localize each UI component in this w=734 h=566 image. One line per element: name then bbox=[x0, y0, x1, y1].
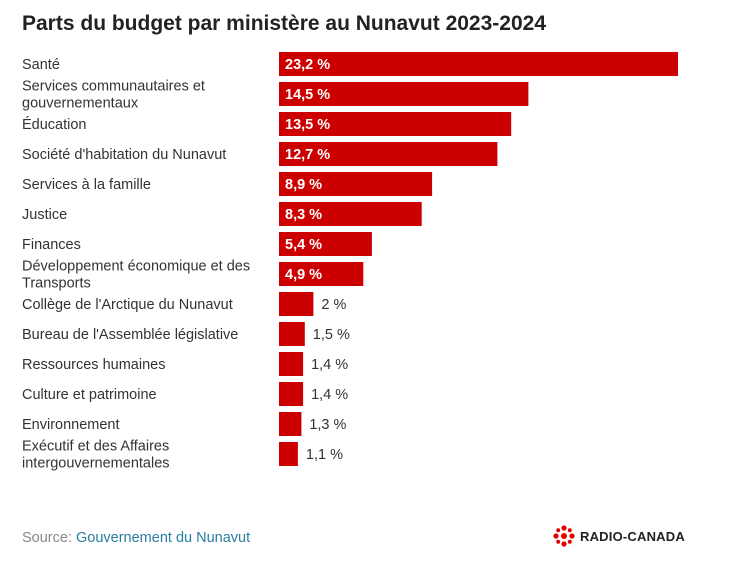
source-note: Source: Gouvernement du Nunavut bbox=[22, 530, 250, 546]
radio-canada-gem-icon bbox=[553, 525, 575, 547]
bar-11 bbox=[279, 382, 304, 406]
bar-2 bbox=[279, 112, 512, 136]
chart-title: Parts du budget par ministère au Nunavut… bbox=[22, 12, 546, 35]
bar-10 bbox=[279, 352, 304, 376]
category-label-9: Bureau de l'Assemblée législative bbox=[22, 327, 238, 343]
category-label-13-line-0: Exécutif et des Affaires bbox=[22, 439, 169, 455]
category-label-11: Culture et patrimoine bbox=[22, 387, 157, 403]
bar-1 bbox=[279, 82, 529, 106]
category-label-1-line-1: gouvernementaux bbox=[22, 96, 139, 112]
category-label-10: Ressources humaines bbox=[22, 357, 165, 373]
category-label-2: Éducation bbox=[22, 116, 87, 133]
logo-gem-part-7 bbox=[556, 539, 561, 544]
value-label-4: 8,9 % bbox=[285, 177, 322, 193]
category-label-8: Collège de l'Arctique du Nunavut bbox=[22, 297, 233, 313]
logo-text: RADIO-CANADA bbox=[580, 528, 685, 544]
bar-7 bbox=[279, 262, 364, 286]
logo-gem-part-0 bbox=[561, 533, 567, 539]
bar-4 bbox=[279, 172, 433, 196]
value-label-2: 13,5 % bbox=[285, 117, 330, 133]
value-label-9: 1,5 % bbox=[313, 327, 350, 343]
bar-9 bbox=[279, 322, 305, 346]
value-label-5: 8,3 % bbox=[285, 207, 322, 223]
logo-gem-part-2 bbox=[561, 541, 567, 547]
category-label-7-line-1: Transports bbox=[22, 276, 91, 292]
value-label-6: 5,4 % bbox=[285, 237, 322, 253]
value-label-10: 1,4 % bbox=[311, 357, 348, 373]
category-label-4: Services à la famille bbox=[22, 177, 151, 193]
logo-gem-part-5 bbox=[556, 528, 561, 533]
source-prefix: Source: bbox=[22, 530, 76, 546]
logo-gem-part-4 bbox=[569, 533, 575, 539]
bar-3 bbox=[279, 142, 498, 166]
category-label-3: Société d'habitation du Nunavut bbox=[22, 147, 226, 163]
logo-gem-part-8 bbox=[567, 539, 572, 544]
logo-gem-part-6 bbox=[567, 528, 572, 533]
value-label-12: 1,3 % bbox=[309, 417, 346, 433]
bar-5 bbox=[279, 202, 422, 226]
category-label-12: Environnement bbox=[22, 417, 120, 433]
value-label-0: 23,2 % bbox=[285, 57, 330, 73]
category-label-1-line-0: Services communautaires et bbox=[22, 79, 205, 95]
bar-8 bbox=[279, 292, 314, 316]
value-label-13: 1,1 % bbox=[306, 447, 343, 463]
bar-6 bbox=[279, 232, 372, 256]
radio-canada-logo[interactable]: RADIO-CANADA bbox=[553, 525, 685, 547]
value-label-8: 2 % bbox=[321, 297, 346, 313]
value-label-1: 14,5 % bbox=[285, 87, 330, 103]
category-label-7-line-0: Développement économique et des bbox=[22, 259, 250, 275]
value-label-3: 12,7 % bbox=[285, 147, 330, 163]
logo-gem-part-3 bbox=[553, 533, 559, 539]
category-label-6: Finances bbox=[22, 237, 81, 253]
category-label-5: Justice bbox=[22, 207, 67, 223]
bar-12 bbox=[279, 412, 302, 436]
value-label-7: 4,9 % bbox=[285, 267, 322, 283]
bar-13 bbox=[279, 442, 298, 466]
value-label-11: 1,4 % bbox=[311, 387, 348, 403]
source-link[interactable]: Gouvernement du Nunavut bbox=[76, 530, 251, 546]
logo-gem-part-1 bbox=[561, 525, 567, 531]
category-label-0: Santé bbox=[22, 57, 60, 73]
category-label-13-line-1: intergouvernementales bbox=[22, 456, 170, 472]
bar-0 bbox=[279, 52, 678, 76]
